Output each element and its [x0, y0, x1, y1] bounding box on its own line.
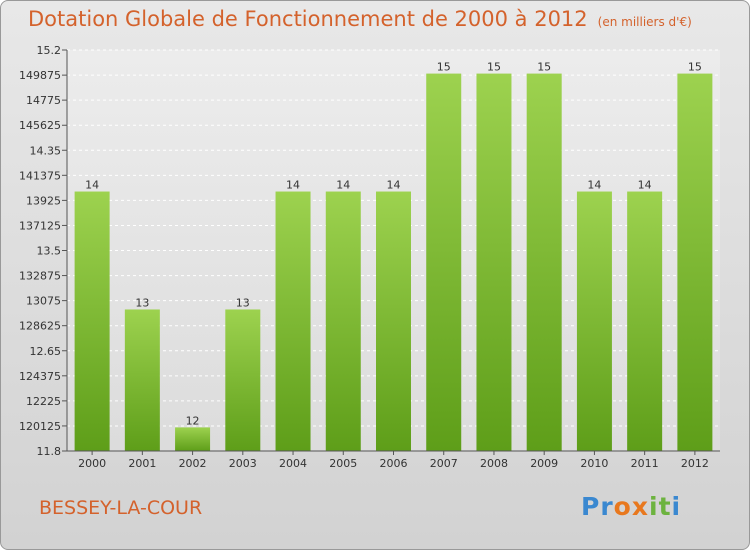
y-tick-label: 137125 [19, 219, 61, 232]
y-tick-label: 13075 [26, 295, 61, 308]
chart-subtitle: (en milliers d'€) [597, 15, 692, 29]
data-label: 14 [587, 179, 601, 192]
y-tick-label: 141375 [19, 169, 61, 182]
bar-2012 [677, 73, 713, 452]
y-tick-label: 120125 [19, 420, 61, 433]
x-tick-label: 2010 [580, 457, 608, 470]
logo-letter: t [658, 492, 672, 521]
bar-2004 [275, 191, 311, 451]
y-tick-label: 12225 [26, 395, 61, 408]
proxiti-logo: Proxiti [581, 492, 681, 521]
commune-name: BESSEY-LA-COUR [39, 497, 203, 519]
logo-letter: x [631, 492, 649, 521]
title-text: Dotation Globale de Fonctionnement de 20… [28, 7, 588, 31]
bar-2010 [576, 191, 612, 451]
x-tick-label: 2011 [631, 457, 659, 470]
y-tick-label: 124375 [19, 370, 61, 383]
bar-2011 [627, 191, 663, 451]
data-label: 13 [236, 296, 250, 309]
y-tick-label: 12.65 [30, 345, 62, 358]
x-tick-label: 2006 [380, 457, 408, 470]
y-tick-label: 13925 [26, 194, 61, 207]
bar-2005 [325, 191, 361, 451]
y-tick-label: 132875 [19, 270, 61, 283]
bar-2003 [225, 309, 261, 451]
y-tick-label: 14775 [26, 94, 61, 107]
logo-letter: P [581, 492, 601, 521]
data-label: 13 [135, 296, 149, 309]
x-tick-label: 2012 [681, 457, 709, 470]
data-label: 15 [437, 61, 451, 74]
logo-letter: o [613, 492, 632, 521]
logo-letter: i [649, 492, 659, 521]
bar-2008 [476, 73, 512, 452]
logo-letter: i [671, 492, 682, 521]
y-tick-label: 15.2 [37, 44, 62, 57]
y-tick-label: 145625 [19, 119, 61, 132]
data-label: 14 [638, 179, 652, 192]
x-tick-label: 2000 [78, 457, 106, 470]
x-tick-label: 2008 [480, 457, 508, 470]
y-tick-label: 14.35 [30, 144, 62, 157]
x-tick-label: 2002 [179, 457, 207, 470]
bar-2009 [526, 73, 562, 452]
data-label: 14 [387, 179, 401, 192]
y-tick-label: 13.5 [37, 245, 62, 258]
bar-2000 [74, 191, 110, 451]
data-label: 12 [186, 414, 200, 427]
data-label: 14 [85, 179, 99, 192]
y-tick-label: 149875 [19, 69, 61, 82]
data-label: 15 [688, 61, 702, 74]
x-tick-label: 2005 [329, 457, 357, 470]
x-tick-label: 2009 [530, 457, 558, 470]
data-label: 14 [336, 179, 350, 192]
x-tick-label: 2004 [279, 457, 307, 470]
bar-2006 [376, 191, 411, 451]
y-tick-label: 128625 [19, 320, 61, 333]
x-tick-label: 2001 [128, 457, 156, 470]
data-label: 15 [537, 61, 551, 74]
data-label: 15 [487, 61, 501, 74]
bar-2002 [175, 427, 211, 451]
y-tick-label: 11.8 [37, 445, 62, 458]
x-tick-label: 2007 [430, 457, 458, 470]
chart-title: Dotation Globale de Fonctionnement de 20… [28, 7, 692, 31]
x-tick-label: 2003 [229, 457, 257, 470]
bar-2007 [426, 73, 462, 452]
logo-letter: r [600, 492, 614, 521]
bar-2001 [124, 309, 160, 451]
data-label: 14 [286, 179, 300, 192]
